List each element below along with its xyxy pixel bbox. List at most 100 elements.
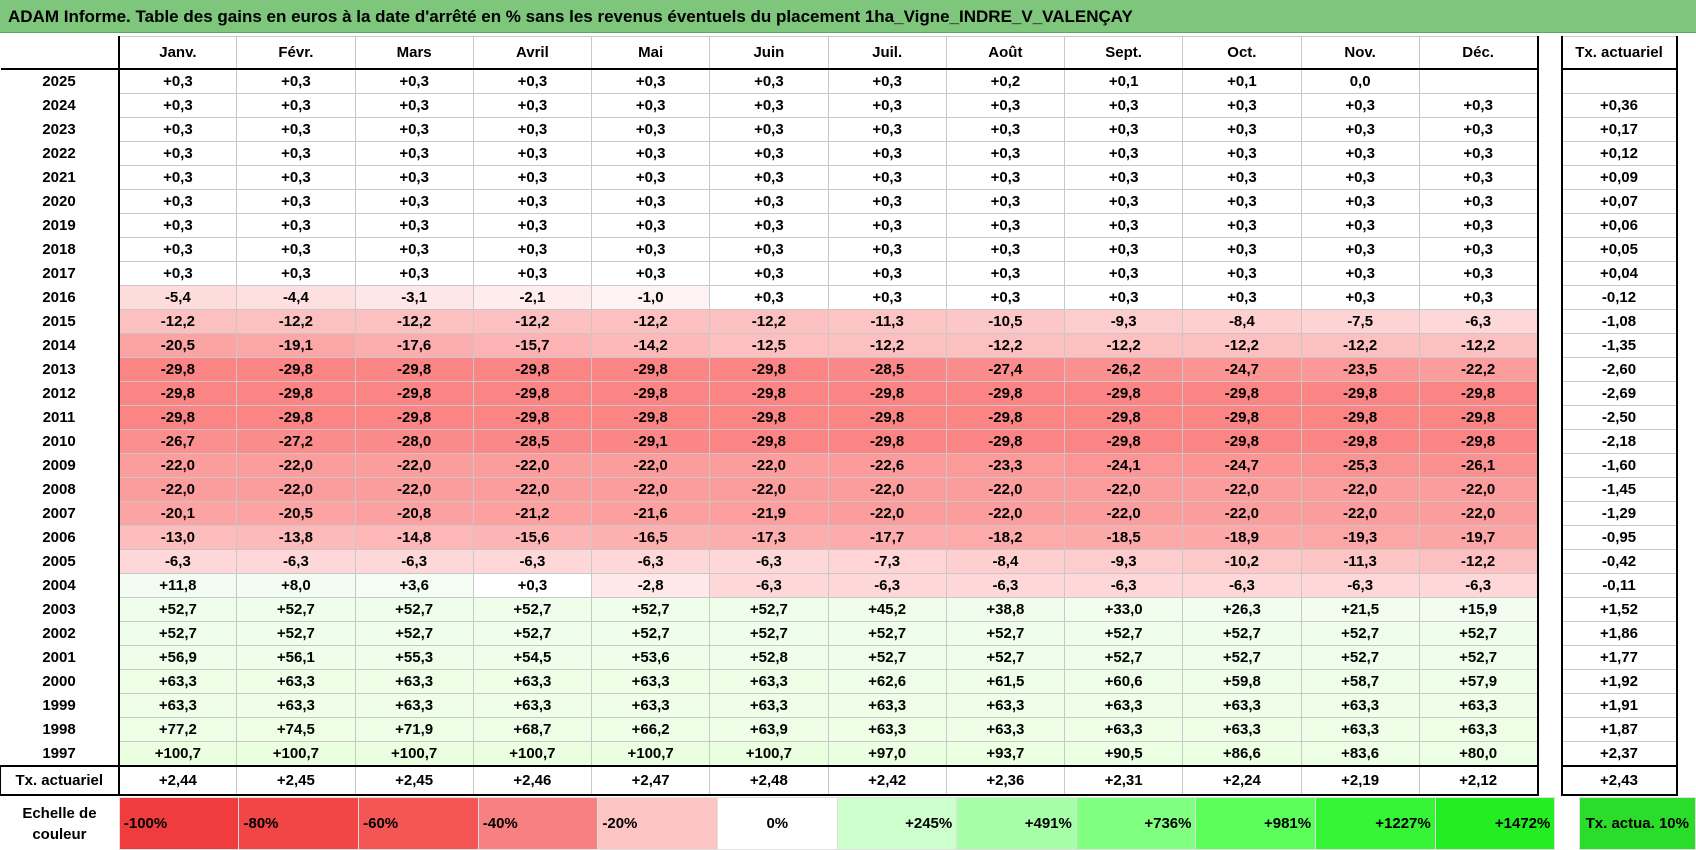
gain-cell[interactable]: +0,3 bbox=[117, 68, 238, 94]
gain-cell: -7,3 bbox=[827, 549, 947, 574]
column-gap bbox=[1537, 141, 1562, 166]
gain-cell: +63,3 bbox=[827, 693, 947, 718]
gain-cell: -12,2 bbox=[590, 309, 711, 334]
gain-cell: +74,5 bbox=[236, 717, 356, 742]
tx-actuariel-cell: +1,91 bbox=[1560, 693, 1678, 718]
gain-cell: +0,3 bbox=[236, 261, 356, 286]
gain-cell: -14,8 bbox=[354, 525, 474, 550]
gain-cell: -8,4 bbox=[1182, 309, 1302, 334]
gain-cell: +0,3 bbox=[827, 213, 947, 238]
gain-cell: -2,8 bbox=[590, 573, 711, 598]
gain-cell: +0,3 bbox=[590, 189, 711, 214]
gain-cell: -29,8 bbox=[117, 405, 238, 430]
column-gap bbox=[1537, 621, 1562, 646]
gain-cell: +0,3 bbox=[945, 261, 1066, 286]
gain-cell: +100,7 bbox=[117, 741, 238, 767]
column-gap bbox=[1537, 189, 1562, 214]
month-header-1: Janv. bbox=[117, 36, 238, 70]
gain-cell: -6,3 bbox=[1418, 309, 1539, 334]
month-header-12: Déc. bbox=[1418, 36, 1539, 70]
gain-cell: +0,3 bbox=[117, 261, 238, 286]
gain-cell: +0,3 bbox=[472, 573, 593, 598]
gain-cell: -29,8 bbox=[354, 405, 474, 430]
tx-actuariel-cell: +0,07 bbox=[1560, 189, 1678, 214]
gain-cell: +0,3 bbox=[827, 189, 947, 214]
gain-cell: +63,3 bbox=[1182, 693, 1302, 718]
gain-cell: +0,3 bbox=[945, 213, 1066, 238]
gain-cell: +0,3 bbox=[945, 93, 1066, 118]
gain-cell: +52,7 bbox=[709, 621, 829, 646]
gain-cell: +0,3 bbox=[472, 117, 593, 142]
gain-cell: +0,3 bbox=[827, 93, 947, 118]
tx-actuariel-cell: -0,11 bbox=[1560, 573, 1678, 598]
gain-cell: +0,3 bbox=[236, 68, 356, 94]
gain-cell: -12,2 bbox=[354, 309, 474, 334]
table-row: 2002 +52,7 +52,7 +52,7 +52,7 +52,7 +52,7 +52,7 +… bbox=[0, 621, 1678, 646]
gain-cell: +52,7 bbox=[1300, 645, 1420, 670]
gain-cell: +52,7 bbox=[1182, 645, 1302, 670]
table-row: 2024 +0,3 +0,3 +0,3 +0,3 +0,3 +0,3 +0,3 +0,3 +0,3… bbox=[0, 93, 1678, 118]
gain-cell: +0,3 bbox=[354, 261, 474, 286]
gain-cell: +0,3 bbox=[1063, 117, 1184, 142]
gain-cell: +100,7 bbox=[236, 741, 356, 767]
corner-cell bbox=[0, 36, 120, 70]
gain-cell: +0,3 bbox=[1182, 285, 1302, 310]
gain-cell: +0,3 bbox=[117, 213, 238, 238]
table-row: 2021 +0,3 +0,3 +0,3 +0,3 +0,3 +0,3 +0,3 +0,3 +0,3… bbox=[0, 165, 1678, 190]
color-scale-swatch: +491% bbox=[956, 797, 1077, 850]
tx-actuariel-cell: +1,86 bbox=[1560, 621, 1678, 646]
tx-actuariel-cell: -2,60 bbox=[1560, 357, 1678, 382]
tx-actuariel-cell: +0,05 bbox=[1560, 237, 1678, 262]
gain-cell: +63,3 bbox=[117, 669, 238, 694]
gain-cell: -29,8 bbox=[1418, 381, 1539, 406]
color-scale-row: Echelle de couleur -100% -80% -60% -40% -20% 0… bbox=[0, 797, 1696, 850]
gain-cell: -29,8 bbox=[117, 357, 238, 382]
year-cell: 2024 bbox=[0, 93, 120, 118]
gain-cell: +0,3 bbox=[1182, 189, 1302, 214]
year-cell: 2011 bbox=[0, 405, 120, 430]
gain-cell: -29,8 bbox=[945, 429, 1066, 454]
column-gap bbox=[1537, 36, 1562, 69]
gain-cell: -22,0 bbox=[1300, 477, 1420, 502]
gain-cell: -12,2 bbox=[709, 309, 829, 334]
year-cell: 1999 bbox=[0, 693, 120, 718]
month-header-10: Oct. bbox=[1182, 36, 1302, 70]
column-gap bbox=[1537, 93, 1562, 118]
gain-cell: -9,3 bbox=[1063, 549, 1184, 574]
gain-cell: -26,2 bbox=[1063, 357, 1184, 382]
gain-cell: +0,3 bbox=[354, 93, 474, 118]
gain-cell: +0,3 bbox=[236, 141, 356, 166]
year-cell: 2020 bbox=[0, 189, 120, 214]
gain-cell: +100,7 bbox=[590, 741, 711, 767]
color-scale-swatch: -20% bbox=[597, 797, 718, 850]
color-scale-swatch: +1472% bbox=[1434, 797, 1556, 850]
gain-cell: -29,8 bbox=[1418, 405, 1539, 430]
month-header-8: Août bbox=[945, 36, 1066, 70]
gain-cell: -12,2 bbox=[945, 333, 1066, 358]
tx-actuariel-cell: -0,12 bbox=[1560, 285, 1678, 310]
tx-actuariel-cell: -1,45 bbox=[1560, 477, 1678, 502]
gain-cell: -26,1 bbox=[1418, 453, 1539, 478]
year-cell: 2017 bbox=[0, 261, 120, 286]
gain-cell: -29,8 bbox=[590, 357, 711, 382]
gain-cell: -14,2 bbox=[590, 333, 711, 358]
tx-actuariel-cell: +2,37 bbox=[1560, 741, 1678, 767]
gain-cell: +100,7 bbox=[709, 741, 829, 767]
table-row: 2014 -20,5 -19,1 -17,6 -15,7 -14,2 -12,5 -12,2-… bbox=[0, 333, 1678, 358]
gain-cell: -29,8 bbox=[1300, 429, 1420, 454]
gain-cell: -29,8 bbox=[590, 381, 711, 406]
gain-cell: +0,3 bbox=[1418, 261, 1539, 286]
gain-cell: -7,5 bbox=[1300, 309, 1420, 334]
tx-actuariel-cell: +0,17 bbox=[1560, 117, 1678, 142]
gain-cell: +0,3 bbox=[117, 117, 238, 142]
gain-cell: -2,1 bbox=[472, 285, 593, 310]
year-cell: 2004 bbox=[0, 573, 120, 598]
gain-cell: -22,0 bbox=[1063, 477, 1184, 502]
gain-cell: -19,7 bbox=[1418, 525, 1539, 550]
gain-cell: -29,8 bbox=[590, 405, 711, 430]
gain-cell: +0,3 bbox=[1063, 237, 1184, 262]
gain-cell: -22,0 bbox=[1418, 477, 1539, 502]
gain-cell: +0,3 bbox=[1063, 213, 1184, 238]
gain-cell: +0,3 bbox=[827, 165, 947, 190]
gain-cell: -6,3 bbox=[354, 549, 474, 574]
